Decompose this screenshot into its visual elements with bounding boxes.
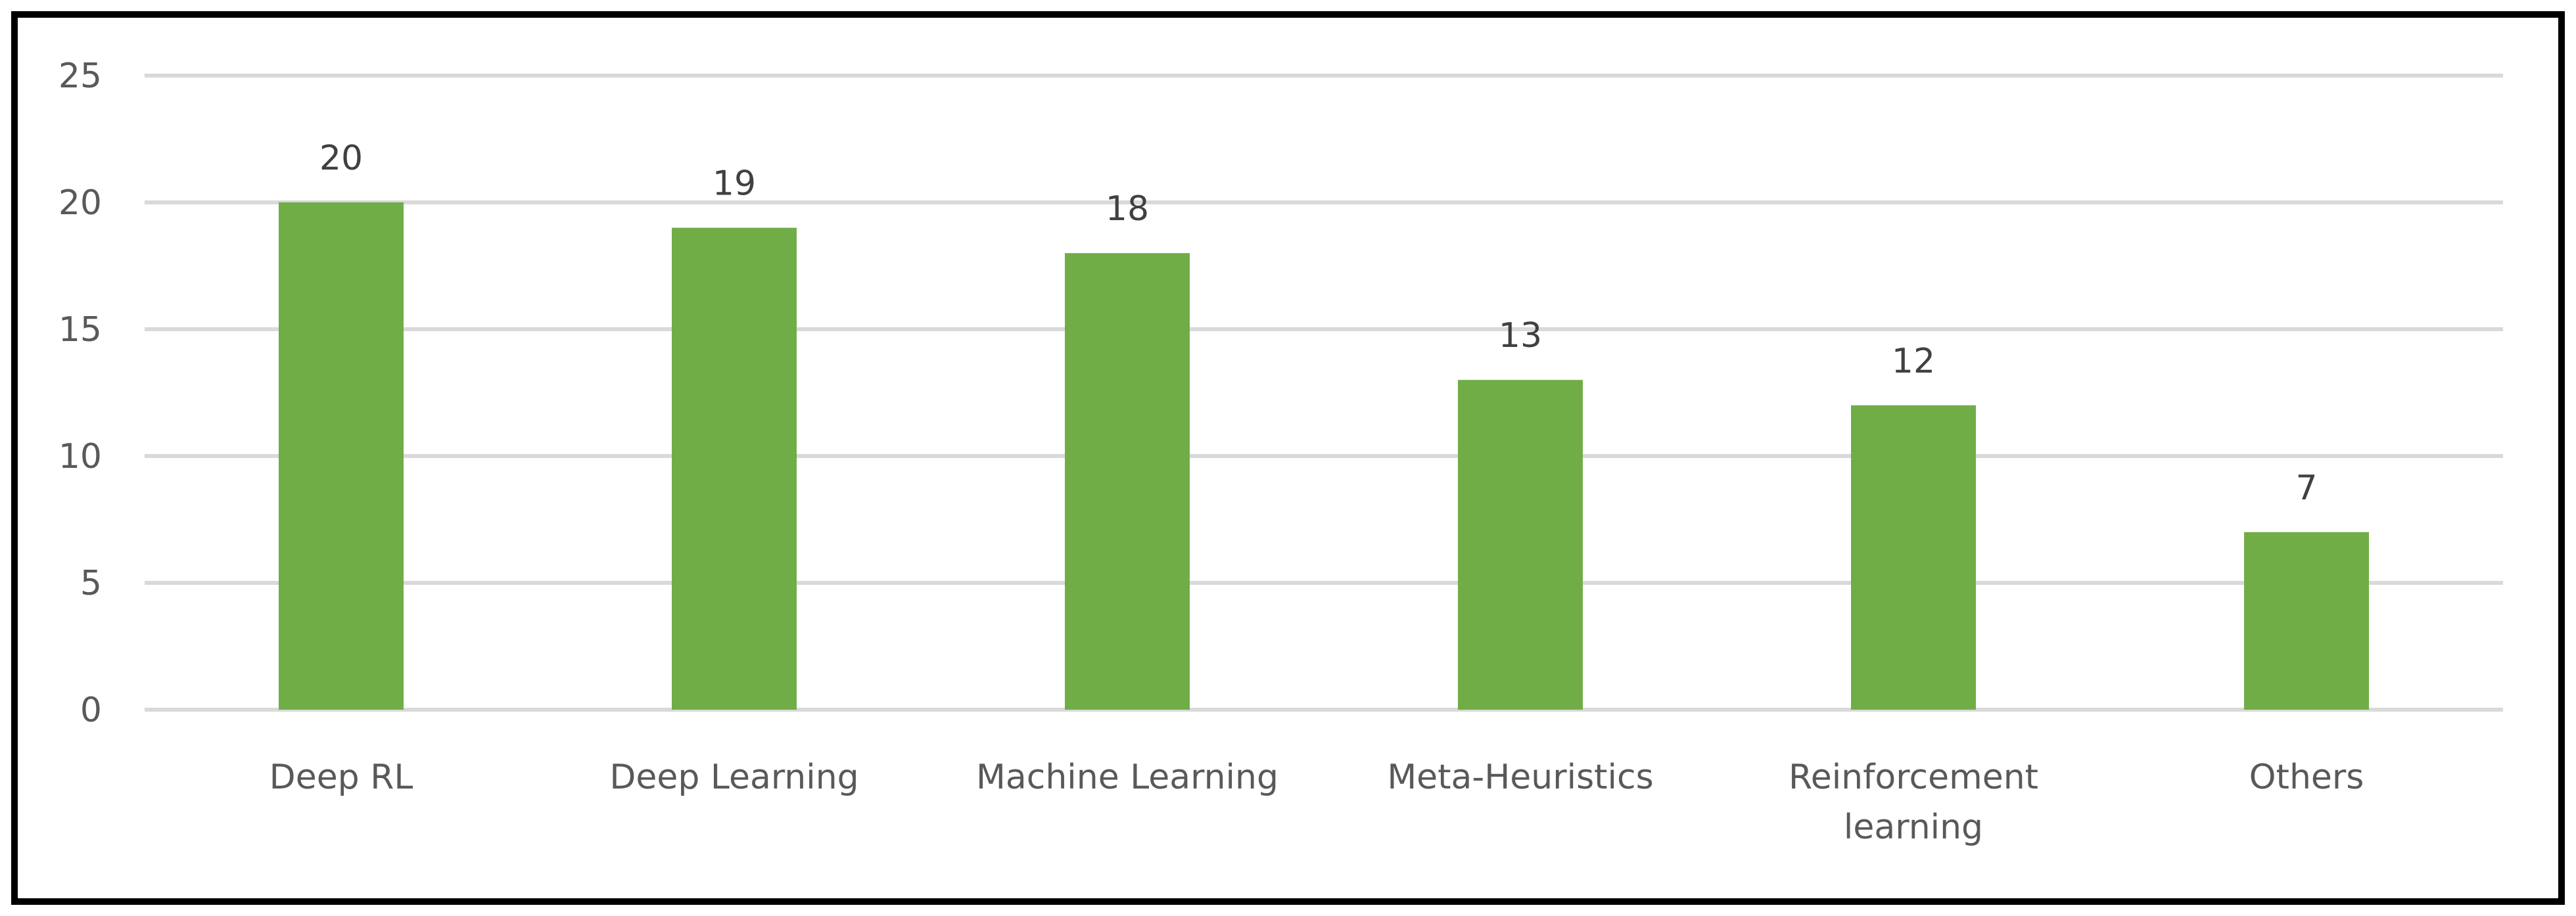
data-label: 7 — [2295, 469, 2317, 508]
bar — [672, 227, 797, 710]
category-label-line: Deep RL — [269, 758, 413, 797]
y-tick-label: 5 — [80, 564, 102, 603]
data-label: 12 — [1892, 342, 1935, 381]
category-label-line: Others — [2249, 758, 2364, 797]
category-label-line: Meta-Heuristics — [1387, 758, 1653, 797]
data-label: 18 — [1106, 189, 1149, 229]
category-label-line: Deep Learning — [609, 758, 858, 797]
bar — [1458, 380, 1583, 710]
y-tick-label: 20 — [59, 183, 102, 223]
category-label: Deep Learning — [609, 758, 858, 797]
data-label: 20 — [319, 139, 363, 178]
category-label: Reinforcement learning — [1789, 758, 2038, 847]
y-tick-label: 10 — [59, 437, 102, 476]
y-tick-label: 25 — [59, 57, 102, 96]
category-label: Deep RL — [269, 758, 413, 797]
y-tick-label: 0 — [80, 691, 102, 730]
category-label-line: learning — [1844, 808, 1983, 847]
bar — [1851, 405, 1976, 710]
bar — [1065, 253, 1190, 710]
data-label: 19 — [713, 164, 756, 204]
y-tick-label: 15 — [59, 310, 102, 350]
category-label-line: Machine Learning — [976, 758, 1278, 797]
data-label: 13 — [1499, 316, 1542, 355]
category-label: Meta-Heuristics — [1387, 758, 1653, 797]
category-label: Machine Learning — [976, 758, 1278, 797]
bar — [2244, 532, 2369, 710]
bar — [279, 202, 404, 710]
category-label: Others — [2249, 758, 2364, 797]
category-label-line: Reinforcement — [1789, 758, 2038, 797]
